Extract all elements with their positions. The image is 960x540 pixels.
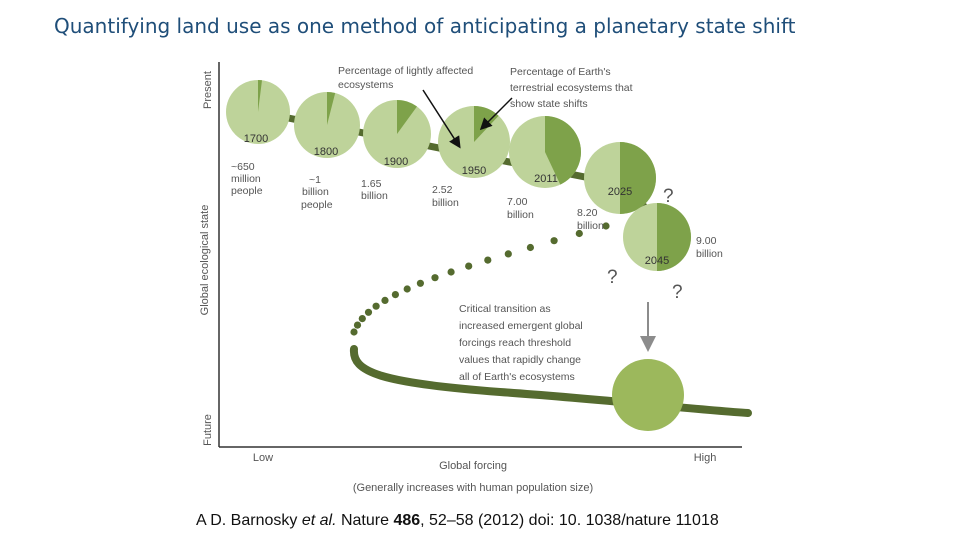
year-label-1900: 1900 xyxy=(384,156,408,168)
legend-shift-line-2: terrestrial ecosystems that xyxy=(510,82,633,94)
pie-1800 xyxy=(294,92,360,158)
legend-shift-line-3: show state shifts xyxy=(510,98,588,110)
branch-dot xyxy=(403,285,411,293)
year-label-2011: 2011 xyxy=(534,173,558,185)
pie-wedge-1800 xyxy=(327,92,336,125)
future-trajectory-line xyxy=(349,345,752,417)
x-axis-low-label: Low xyxy=(253,452,273,464)
y-axis-label: Global ecological state xyxy=(199,205,211,316)
branch-dot xyxy=(350,328,358,336)
population-2011-line-2: billion xyxy=(507,209,534,221)
population-1800-line-2: billion xyxy=(302,186,329,198)
legend-shift-line-1: Percentage of Earth's xyxy=(510,66,611,78)
citation-volume: 486 xyxy=(393,512,421,529)
unstable-branch-dots xyxy=(350,222,610,336)
citation-etal: et al. xyxy=(301,512,337,529)
population-1900-line-1: 1.65 xyxy=(361,178,382,190)
pie-1900 xyxy=(363,100,431,168)
citation-author: A D. Barnosky xyxy=(196,512,302,529)
year-label-2025: 2025 xyxy=(608,186,632,198)
population-1700-line-3: people xyxy=(231,185,263,197)
population-2045-line-1: 9.00 xyxy=(696,235,717,247)
population-2025-line-2: billion xyxy=(577,220,604,232)
pie-1700 xyxy=(226,79,290,144)
population-1900-line-2: billion xyxy=(361,190,388,202)
branch-dot xyxy=(602,222,610,230)
branch-dot xyxy=(484,256,492,264)
question-mark-left: ? xyxy=(607,267,618,288)
branch-dot xyxy=(504,250,512,258)
year-label-1950: 1950 xyxy=(462,165,486,177)
question-mark-right: ? xyxy=(672,282,683,303)
branch-dot xyxy=(364,308,373,316)
population-1950-line-2: billion xyxy=(432,197,459,209)
citation-rest: , 52–58 (2012) doi: 10. 1038/nature 1101… xyxy=(420,512,719,529)
branch-dot xyxy=(465,262,473,270)
population-1800-line-3: people xyxy=(301,199,333,211)
x-axis-sublabel: (Generally increases with human populati… xyxy=(353,482,593,494)
branch-dot xyxy=(391,291,399,299)
pie-2025 xyxy=(584,142,656,214)
pie-wedge-1900 xyxy=(397,100,417,134)
branch-dot xyxy=(526,243,535,252)
y-axis-bottom-label: Future xyxy=(202,414,214,446)
branch-dot xyxy=(550,237,558,245)
future-state-circle xyxy=(612,359,684,431)
legend-light-line-1: Percentage of lightly affected xyxy=(338,65,473,77)
question-mark-upper: ? xyxy=(663,186,674,207)
population-1700-line-1: ~650 xyxy=(231,161,255,173)
population-2045-line-2: billion xyxy=(696,248,723,260)
population-1700-line-2: million xyxy=(231,173,261,185)
legend-shift-pointer-arrow xyxy=(479,97,513,131)
pie-2011 xyxy=(509,116,581,188)
pie-wedge-2045 xyxy=(657,203,691,271)
branch-dot xyxy=(416,279,424,287)
branch-dot xyxy=(381,296,389,304)
population-2011-line-1: 7.00 xyxy=(507,196,528,208)
transition-note-line-1: Critical transition as xyxy=(459,303,551,315)
branch-dot xyxy=(431,274,439,282)
year-label-2045: 2045 xyxy=(645,255,669,267)
branch-dot xyxy=(358,315,366,323)
population-2025-line-1: 8.20 xyxy=(577,207,598,219)
x-axis-high-label: High xyxy=(694,452,717,464)
branch-dot xyxy=(372,302,380,310)
citation: A D. Barnosky et al. Nature 486, 52–58 (… xyxy=(196,512,719,530)
y-axis-top-label: Present xyxy=(202,71,214,109)
legend-light-pointer-arrow xyxy=(422,89,461,149)
year-label-1800: 1800 xyxy=(314,146,338,158)
transition-note-line-5: all of Earth's ecosystems xyxy=(459,371,575,383)
slide-title: Quantifying land use as one method of an… xyxy=(54,14,796,38)
population-1950-line-1: 2.52 xyxy=(432,184,453,196)
year-label-1700: 1700 xyxy=(244,133,268,145)
x-axis-label: Global forcing xyxy=(439,460,507,472)
pie-wedge-2011 xyxy=(545,116,581,185)
branch-dot xyxy=(447,268,455,276)
transition-note-line-4: values that rapidly change xyxy=(459,354,581,366)
transition-note-line-2: increased emergent global xyxy=(459,320,583,332)
pie-2045 xyxy=(623,203,691,271)
branch-dot xyxy=(575,229,583,238)
pie-wedge-2025 xyxy=(620,142,656,214)
citation-journal: Nature xyxy=(336,512,394,529)
population-1800-line-1: ~1 xyxy=(309,174,321,186)
branch-dot xyxy=(353,321,362,329)
legend-light-line-2: ecosystems xyxy=(338,79,393,91)
transition-note-line-3: forcings reach threshold xyxy=(459,337,571,349)
pie-wedge-1700 xyxy=(258,79,263,112)
